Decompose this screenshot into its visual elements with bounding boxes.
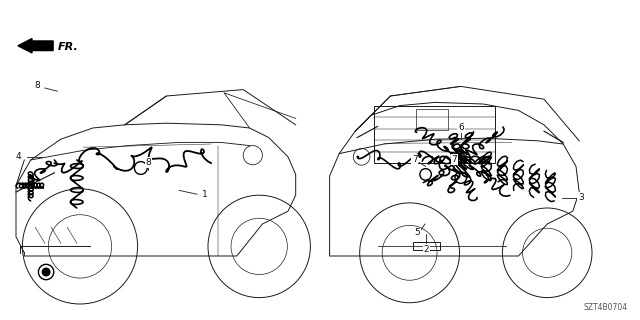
Text: 1: 1 bbox=[202, 190, 207, 199]
Text: 4: 4 bbox=[15, 152, 20, 161]
Text: 7: 7 bbox=[412, 155, 417, 164]
Text: 3: 3 bbox=[579, 193, 584, 202]
Text: 2: 2 bbox=[424, 245, 429, 254]
Text: SZT4B0704: SZT4B0704 bbox=[583, 303, 627, 312]
FancyArrow shape bbox=[18, 38, 53, 53]
Text: 8: 8 bbox=[146, 158, 151, 167]
Text: 6: 6 bbox=[458, 124, 463, 132]
Circle shape bbox=[42, 268, 51, 276]
Text: 5: 5 bbox=[415, 228, 420, 237]
Text: FR.: FR. bbox=[58, 42, 78, 52]
Text: 8: 8 bbox=[35, 81, 40, 90]
Text: 7: 7 bbox=[452, 155, 457, 164]
